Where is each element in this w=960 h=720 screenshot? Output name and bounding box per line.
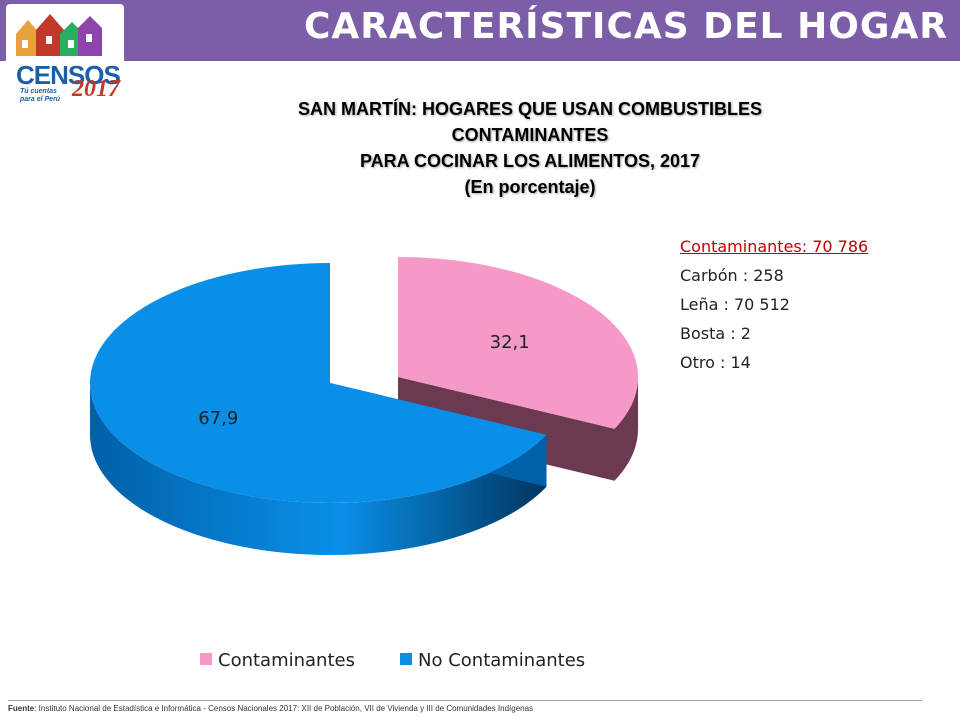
pie-slice-no-contaminantes-side	[90, 383, 547, 555]
breakdown-note: Contaminantes: 70 786 Carbón : 258 Leña …	[680, 232, 868, 377]
note-item: Leña : 70 512	[680, 295, 790, 314]
chart-title-line: SAN MARTÍN: HOGARES QUE USAN COMBUSTIBLE…	[297, 99, 762, 119]
data-label: 32,1	[490, 332, 530, 353]
legend-label: Contaminantes	[218, 650, 355, 671]
chart-title: SAN MARTÍN: HOGARES QUE USAN COMBUSTIBLE…	[195, 96, 865, 200]
chart-title-line: PARA COCINAR LOS ALIMENTOS, 2017	[359, 151, 701, 171]
source-footnote: Fuente: Instituto Nacional de Estadístic…	[8, 704, 948, 713]
page-title: CARACTERÍSTICAS DEL HOGAR	[304, 6, 948, 47]
legend-swatch	[200, 653, 212, 665]
logo-houses-icon	[16, 14, 102, 56]
chart-title-line: CONTAMINANTES	[451, 125, 609, 145]
header-banner: CARACTERÍSTICAS DEL HOGAR	[0, 0, 960, 61]
chart-legend: Contaminantes No Contaminantes	[200, 650, 700, 676]
logo-tagline: Tú cuentas para el Perú	[20, 88, 61, 103]
data-label: 67,9	[198, 408, 238, 429]
legend-item-contaminantes: Contaminantes	[200, 650, 355, 671]
pie-slice-contaminantes	[398, 257, 638, 429]
pie-slice-contaminantes-side	[614, 377, 638, 481]
note-item: Carbón : 258	[680, 266, 784, 285]
footer-text: : Instituto Nacional de Estadística e In…	[34, 704, 534, 713]
logo-year: 2017	[72, 76, 120, 102]
pie-slice-no-contaminantes	[89, 263, 547, 503]
legend-label: No Contaminantes	[418, 650, 586, 671]
note-heading: Contaminantes: 70 786	[680, 237, 869, 256]
note-item: Bosta : 2	[680, 324, 751, 343]
legend-item-no-contaminantes: No Contaminantes	[400, 650, 585, 671]
footer-label: Fuente	[8, 704, 35, 713]
censos-logo: CENSOS 2017 Tú cuentas para el Perú	[6, 4, 124, 108]
chart-title-line: (En porcentaje)	[464, 177, 596, 197]
legend-swatch	[400, 653, 412, 665]
note-item: Otro : 14	[680, 353, 751, 372]
footer-divider	[8, 700, 922, 701]
logo-wordmark: CENSOS	[16, 60, 121, 90]
